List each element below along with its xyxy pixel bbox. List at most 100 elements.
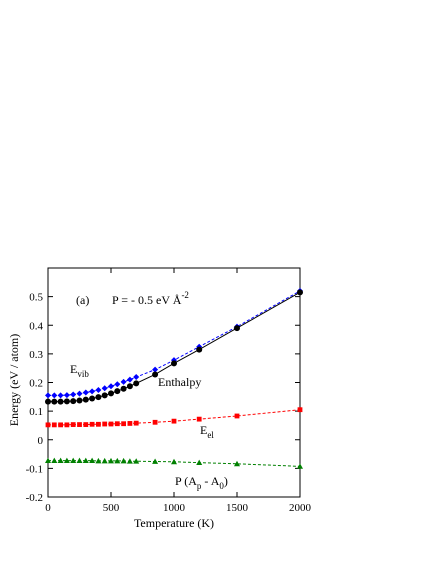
series-label-part: vib — [77, 369, 89, 379]
marker — [76, 397, 83, 404]
marker — [127, 421, 133, 426]
x-tick-label: 500 — [103, 502, 120, 514]
marker — [102, 421, 108, 427]
annotation: P = - 0.5 eV Å-2 — [112, 290, 189, 307]
marker — [120, 378, 127, 385]
marker — [152, 371, 159, 378]
marker — [51, 457, 58, 464]
marker — [297, 463, 303, 469]
marker — [297, 407, 303, 413]
x-tick-label: 1000 — [163, 502, 186, 514]
marker — [77, 422, 82, 427]
marker — [133, 380, 140, 387]
marker — [114, 457, 121, 464]
series-label-part: E — [70, 362, 77, 376]
marker — [63, 457, 70, 464]
marker — [114, 421, 120, 427]
marker — [126, 383, 133, 390]
marker — [57, 398, 64, 405]
marker — [120, 457, 127, 464]
marker — [45, 457, 51, 464]
marker — [196, 346, 203, 353]
marker — [152, 366, 159, 373]
series-line — [48, 290, 301, 396]
marker — [133, 374, 140, 381]
series-label: Evib — [70, 362, 89, 379]
marker — [89, 388, 96, 395]
annotation-part: -2 — [181, 290, 189, 300]
y-tick-label: 0.5 — [29, 292, 43, 304]
marker — [101, 385, 108, 392]
marker — [51, 392, 58, 399]
marker — [89, 457, 96, 464]
marker — [108, 421, 114, 427]
marker — [57, 392, 64, 399]
y-axis-title: Energy (eV / atom) — [7, 334, 21, 427]
series-label-part: P (A — [175, 474, 197, 488]
marker — [234, 325, 240, 332]
y-tick-label: 0.4 — [29, 320, 43, 332]
x-tick-label: 0 — [45, 502, 51, 514]
marker — [133, 420, 139, 426]
series-label-part: E — [200, 423, 207, 437]
marker — [82, 389, 89, 396]
series-label-part: 0 — [219, 481, 224, 491]
marker — [51, 398, 58, 405]
marker — [171, 458, 177, 465]
marker — [57, 457, 64, 464]
marker — [83, 422, 89, 427]
series-label: P (Ap - A0) — [175, 474, 228, 491]
marker — [171, 360, 177, 367]
y-tick-label: 0 — [38, 435, 44, 447]
marker — [95, 386, 102, 393]
marker — [76, 390, 83, 397]
marker — [171, 418, 177, 424]
marker — [51, 422, 57, 428]
marker — [108, 457, 114, 464]
marker — [234, 413, 240, 419]
marker — [234, 460, 240, 467]
marker — [89, 395, 96, 402]
marker — [196, 416, 202, 422]
y-tick-label: 0.2 — [29, 378, 43, 390]
marker — [45, 392, 51, 399]
marker — [101, 392, 108, 399]
series-label-part: p — [197, 481, 202, 491]
marker — [89, 421, 95, 427]
y-tick-label: -0.2 — [26, 492, 43, 504]
series-line — [48, 409, 301, 426]
marker — [126, 458, 133, 464]
marker — [70, 391, 77, 398]
marker — [108, 390, 114, 397]
marker — [114, 388, 121, 395]
marker — [152, 419, 158, 425]
marker — [58, 422, 63, 428]
series-label: Eel — [200, 423, 214, 440]
x-axis-title: Temperature (K) — [134, 516, 214, 530]
marker — [82, 457, 89, 464]
marker — [297, 289, 303, 296]
x-tick-label: 2000 — [289, 502, 312, 514]
marker — [152, 458, 159, 464]
marker — [108, 383, 114, 390]
series-label-part: el — [207, 430, 214, 440]
marker — [70, 457, 77, 464]
marker — [64, 422, 70, 428]
marker — [133, 458, 140, 464]
marker — [70, 398, 77, 405]
annotation-part: P = - 0.5 eV Å — [112, 293, 182, 307]
marker — [114, 381, 121, 388]
series-label: Enthalpy — [158, 375, 201, 389]
y-tick-label: 0.3 — [29, 349, 43, 361]
series-label-part: ) — [224, 474, 228, 488]
marker — [76, 457, 83, 464]
marker — [95, 394, 102, 401]
marker — [82, 396, 89, 403]
marker — [63, 392, 70, 399]
marker — [96, 421, 101, 427]
marker — [196, 459, 203, 466]
series-label-part: Enthalpy — [158, 375, 201, 389]
y-tick-label: -0.1 — [26, 463, 43, 475]
